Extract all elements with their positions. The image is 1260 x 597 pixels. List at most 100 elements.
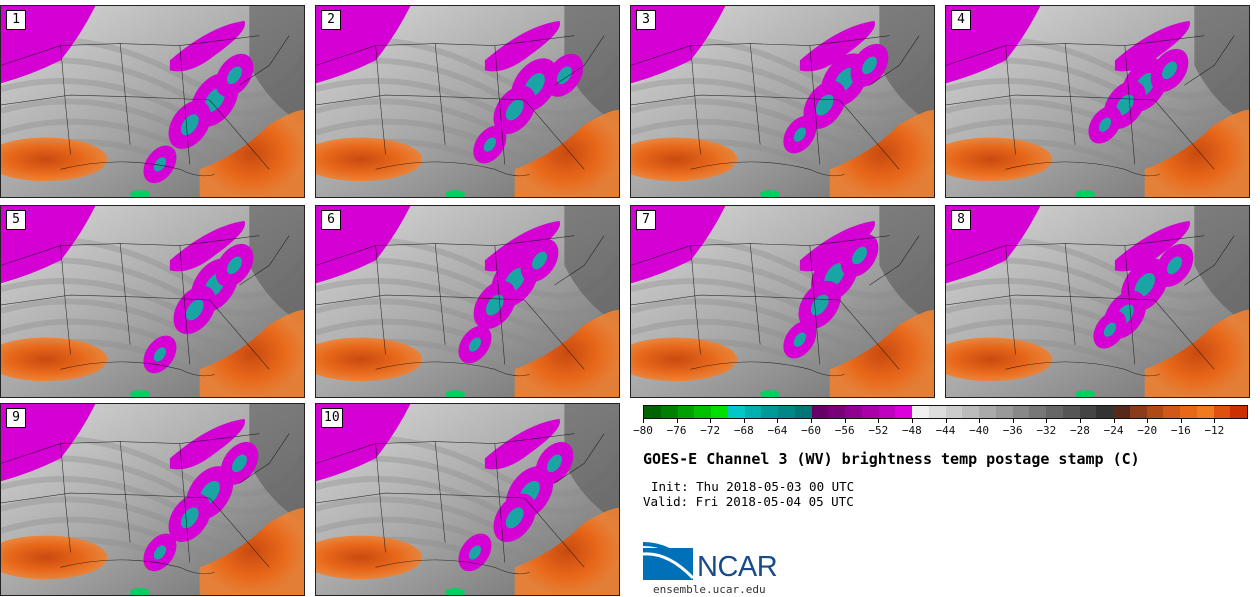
panel-number-label: 9 [6, 408, 26, 428]
colorbar-segment [878, 406, 896, 418]
colorbar-segment [694, 406, 711, 418]
colorbar-segment [1113, 406, 1130, 418]
satellite-map [1, 6, 304, 197]
colorbar-segment [995, 406, 1013, 418]
postage-stamp-panel: 8 [945, 205, 1250, 398]
colorbar-tick [844, 419, 846, 423]
colorbar-tick [1147, 419, 1149, 423]
colorbar-segment [979, 406, 996, 418]
colorbar-tick [979, 419, 981, 423]
colorbar-tick-label: −76 [666, 424, 687, 437]
colorbar-segment [794, 406, 812, 418]
colorbar-tick-label: −52 [868, 424, 889, 437]
colorbar-tick-label: −12 [1204, 424, 1225, 437]
colorbar-segment [1029, 406, 1046, 418]
colorbar-segment [660, 406, 678, 418]
colorbar-segment [1129, 406, 1147, 418]
postage-stamp-panel: 1 [0, 5, 305, 198]
colorbar-segment [1213, 406, 1231, 418]
colorbar-tick [777, 419, 779, 423]
colorbar-segment [744, 406, 762, 418]
colorbar-tick-label: −32 [1036, 424, 1057, 437]
colorbar-tick-label: −44 [935, 424, 956, 437]
colorbar-tick [710, 419, 712, 423]
colorbar-tick [743, 419, 745, 423]
valid-time: Valid: Fri 2018-05-04 05 UTC [643, 494, 854, 509]
colorbar-tick [1180, 419, 1182, 423]
colorbar-segment [711, 406, 728, 418]
colorbar-ticks: −80 −76 −72 −68 −64 −60 −56 −52 −48 −44 −40 −36 −32−… [633, 419, 1248, 441]
colorbar-tick-label: −64 [767, 424, 788, 437]
colorbar [643, 405, 1248, 419]
satellite-map [1, 206, 304, 397]
panel-number-label: 3 [636, 10, 656, 30]
colorbar-tick-label: −48 [901, 424, 922, 437]
colorbar-segment [1062, 406, 1080, 418]
satellite-map [316, 404, 619, 595]
colorbar-tick [1012, 419, 1014, 423]
postage-stamp-panel: 7 [630, 205, 935, 398]
colorbar-segment [945, 406, 963, 418]
colorbar-tick [676, 419, 678, 423]
colorbar-tick [1046, 419, 1048, 423]
colorbar-segment [1196, 406, 1214, 418]
colorbar-segment [1163, 406, 1180, 418]
colorbar-segment [644, 406, 661, 418]
colorbar-segment [895, 406, 912, 418]
colorbar-tick-label: −60 [801, 424, 821, 437]
colorbar-tick [1214, 419, 1216, 423]
panel-number-label: 2 [321, 10, 341, 30]
colorbar-tick [945, 419, 947, 423]
colorbar-tick-label: −68 [733, 424, 754, 437]
colorbar-tick-label: −24 [1103, 424, 1124, 437]
colorbar-segment [962, 406, 979, 418]
colorbar-segment [1146, 406, 1164, 418]
colorbar-tick-label: −20 [1137, 424, 1158, 437]
colorbar-tick [878, 419, 880, 423]
satellite-map [316, 6, 619, 197]
colorbar-segment [1012, 406, 1030, 418]
postage-stamp-panel: 4 [945, 5, 1250, 198]
panel-number-label: 8 [951, 210, 971, 230]
colorbar-segment [1230, 406, 1247, 418]
colorbar-tick-label: −28 [1070, 424, 1090, 437]
colorbar-tick [811, 419, 813, 423]
colorbar-tick [1079, 419, 1081, 423]
panel-number-label: 7 [636, 210, 656, 230]
colorbar-tick-label: −16 [1170, 424, 1191, 437]
colorbar-segment [727, 406, 745, 418]
panel-number-label: 4 [951, 10, 971, 30]
colorbar-tick-label: −56 [834, 424, 855, 437]
satellite-map [1, 404, 304, 595]
colorbar-segment [1180, 406, 1197, 418]
satellite-map [316, 206, 619, 397]
colorbar-tick [911, 419, 913, 423]
site-url: ensemble.ucar.edu [653, 583, 766, 596]
ncar-logo-icon [643, 542, 695, 580]
init-time: Init: Thu 2018-05-03 00 UTC [651, 479, 855, 494]
colorbar-segment [778, 406, 795, 418]
colorbar-tick-label: −72 [700, 424, 721, 437]
colorbar-segment [1046, 406, 1063, 418]
satellite-map [946, 6, 1249, 197]
panel-number-label: 10 [321, 408, 343, 428]
colorbar-segment [861, 406, 879, 418]
colorbar-segment [828, 406, 845, 418]
colorbar-tick [1113, 419, 1115, 423]
colorbar-segment [912, 406, 929, 418]
postage-stamp-panel: 6 [315, 205, 620, 398]
colorbar-tick [643, 419, 644, 423]
colorbar-tick-label: −36 [1002, 424, 1023, 437]
panel-number-label: 1 [6, 10, 26, 30]
figure-title: GOES-E Channel 3 (WV) brightness temp po… [643, 450, 1140, 468]
colorbar-tick-label: −40 [969, 424, 990, 437]
postage-stamp-panel: 5 [0, 205, 305, 398]
colorbar-segment [845, 406, 862, 418]
panel-number-label: 5 [6, 210, 26, 230]
colorbar-tick-label: −80 [633, 424, 653, 437]
colorbar-segment [928, 406, 946, 418]
postage-stamp-panel: 2 [315, 5, 620, 198]
colorbar-segment [677, 406, 695, 418]
postage-stamp-panel: 10 [315, 403, 620, 596]
panel-number-label: 6 [321, 210, 341, 230]
